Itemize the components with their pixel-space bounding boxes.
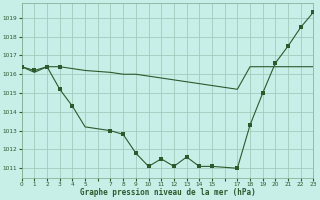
X-axis label: Graphe pression niveau de la mer (hPa): Graphe pression niveau de la mer (hPa)	[80, 188, 255, 197]
